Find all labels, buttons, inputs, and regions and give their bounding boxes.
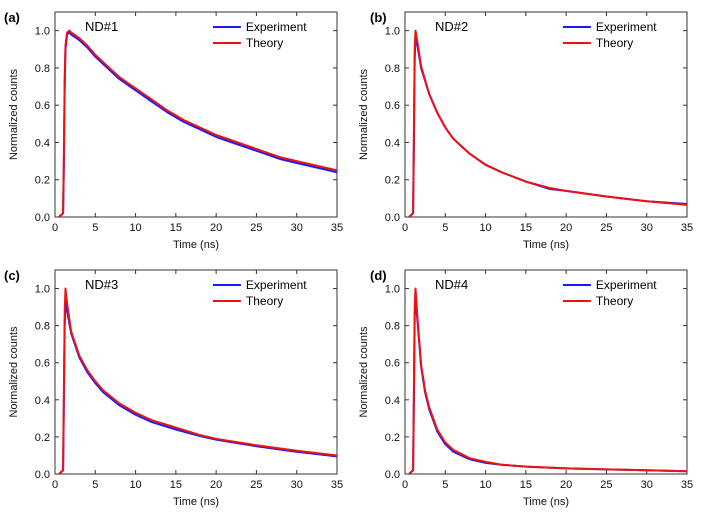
- y-tick-label: 0.0: [35, 212, 50, 224]
- x-axis-label: Time (ns): [173, 239, 219, 251]
- y-tick-label: 1.0: [35, 26, 50, 38]
- x-axis-label: Time (ns): [523, 239, 569, 251]
- x-axis-label: Time (ns): [173, 496, 219, 508]
- y-axis-label: Normalized counts: [358, 326, 370, 418]
- x-tick-label: 15: [520, 222, 532, 234]
- x-tick-label: 20: [560, 222, 572, 234]
- x-tick-label: 20: [560, 479, 572, 491]
- y-axis-label: Normalized counts: [358, 68, 370, 160]
- x-tick-label: 35: [331, 222, 343, 234]
- series-line-experiment: [408, 35, 687, 217]
- x-tick-label: 10: [129, 222, 141, 234]
- x-tick-label: 5: [442, 479, 448, 491]
- sample-label: ND#3: [85, 277, 118, 292]
- x-tick-label: 10: [129, 479, 141, 491]
- y-tick-label: 0.4: [385, 395, 400, 407]
- legend-entry: Theory: [596, 36, 633, 50]
- y-tick-label: 0.4: [35, 395, 50, 407]
- panel-label: (b): [370, 10, 387, 25]
- x-axis-label: Time (ns): [523, 496, 569, 508]
- x-tick-label: 25: [250, 479, 262, 491]
- x-tick-label: 15: [170, 222, 182, 234]
- x-tick-label: 35: [681, 222, 693, 234]
- x-tick-label: 10: [479, 479, 491, 491]
- y-tick-label: 1.0: [35, 284, 50, 296]
- x-tick-label: 25: [250, 222, 262, 234]
- x-tick-label: 25: [600, 222, 612, 234]
- panel-label: (d): [370, 268, 387, 283]
- x-tick-label: 20: [210, 479, 222, 491]
- panel-a: 0 5 10 15 20 25 30 35 0.0 0.2 0.4 0.6 0.8 1.0 Time (ns…: [4, 10, 343, 251]
- x-tick-label: 0: [52, 479, 58, 491]
- x-tick-label: 5: [92, 222, 98, 234]
- y-tick-label: 0.0: [385, 212, 400, 224]
- x-tick-label: 15: [170, 479, 182, 491]
- legend-entry: Theory: [246, 294, 283, 308]
- panel-c: 0 5 10 15 20 25 30 35 0.0 0.2 0.4 0.6 0.8 1.0 Time (ns…: [4, 268, 343, 508]
- sample-label: ND#1: [85, 19, 118, 34]
- y-tick-label: 0.8: [385, 321, 400, 333]
- panel-label: (a): [4, 10, 20, 25]
- legend-entry: Theory: [246, 36, 283, 50]
- x-tick-label: 5: [442, 222, 448, 234]
- plot-frame: [404, 11, 688, 218]
- x-tick-label: 25: [600, 479, 612, 491]
- plot-frame: [54, 269, 338, 475]
- y-tick-label: 0.8: [35, 321, 50, 333]
- y-tick-label: 0.0: [385, 469, 400, 481]
- x-tick-label: 5: [92, 479, 98, 491]
- x-tick-label: 30: [641, 222, 653, 234]
- series-line-theory: [58, 287, 337, 474]
- sample-label: ND#2: [435, 19, 468, 34]
- y-tick-label: 0.8: [385, 63, 400, 75]
- y-tick-label: 0.6: [35, 358, 50, 370]
- x-tick-label: 35: [681, 479, 693, 491]
- series-line-theory: [408, 287, 687, 474]
- panel-label: (c): [4, 268, 20, 283]
- y-axis-label: Normalized counts: [8, 326, 20, 418]
- x-tick-label: 35: [331, 479, 343, 491]
- y-tick-label: 0.8: [35, 63, 50, 75]
- plot-frame: [54, 11, 338, 218]
- y-tick-label: 0.0: [35, 469, 50, 481]
- sample-label: ND#4: [435, 277, 468, 292]
- legend-entry: Experiment: [246, 20, 307, 34]
- y-tick-label: 1.0: [385, 26, 400, 38]
- y-tick-label: 0.6: [385, 358, 400, 370]
- y-tick-label: 0.6: [35, 100, 50, 112]
- panel-d: 0 5 10 15 20 25 30 35 0.0 0.2 0.4 0.6 0.8 1.0 Time (ns…: [358, 268, 693, 508]
- x-tick-label: 30: [291, 479, 303, 491]
- y-tick-label: 0.2: [35, 432, 50, 444]
- x-tick-label: 0: [402, 222, 408, 234]
- y-axis-label: Normalized counts: [8, 68, 20, 160]
- x-tick-label: 30: [291, 222, 303, 234]
- legend-entry: Theory: [596, 294, 633, 308]
- y-tick-label: 0.6: [385, 100, 400, 112]
- y-tick-label: 0.2: [385, 432, 400, 444]
- x-tick-label: 10: [479, 222, 491, 234]
- series-line-theory: [408, 29, 687, 217]
- x-tick-label: 15: [520, 479, 532, 491]
- plot-frame: [404, 269, 688, 475]
- x-tick-label: 20: [210, 222, 222, 234]
- legend-entry: Experiment: [246, 278, 307, 292]
- x-tick-label: 0: [52, 222, 58, 234]
- y-tick-label: 0.2: [385, 175, 400, 187]
- legend-entry: Experiment: [596, 278, 657, 292]
- y-tick-label: 0.4: [385, 137, 400, 149]
- y-tick-label: 0.4: [35, 137, 50, 149]
- legend-entry: Experiment: [596, 20, 657, 34]
- y-tick-label: 0.2: [35, 175, 50, 187]
- panel-b: 0 5 10 15 20 25 30 35 0.0 0.2 0.4 0.6 0.8 1.0 Time (ns…: [358, 10, 693, 251]
- y-tick-label: 1.0: [385, 284, 400, 296]
- x-tick-label: 30: [641, 479, 653, 491]
- x-tick-label: 0: [402, 479, 408, 491]
- series-line-theory: [58, 29, 337, 217]
